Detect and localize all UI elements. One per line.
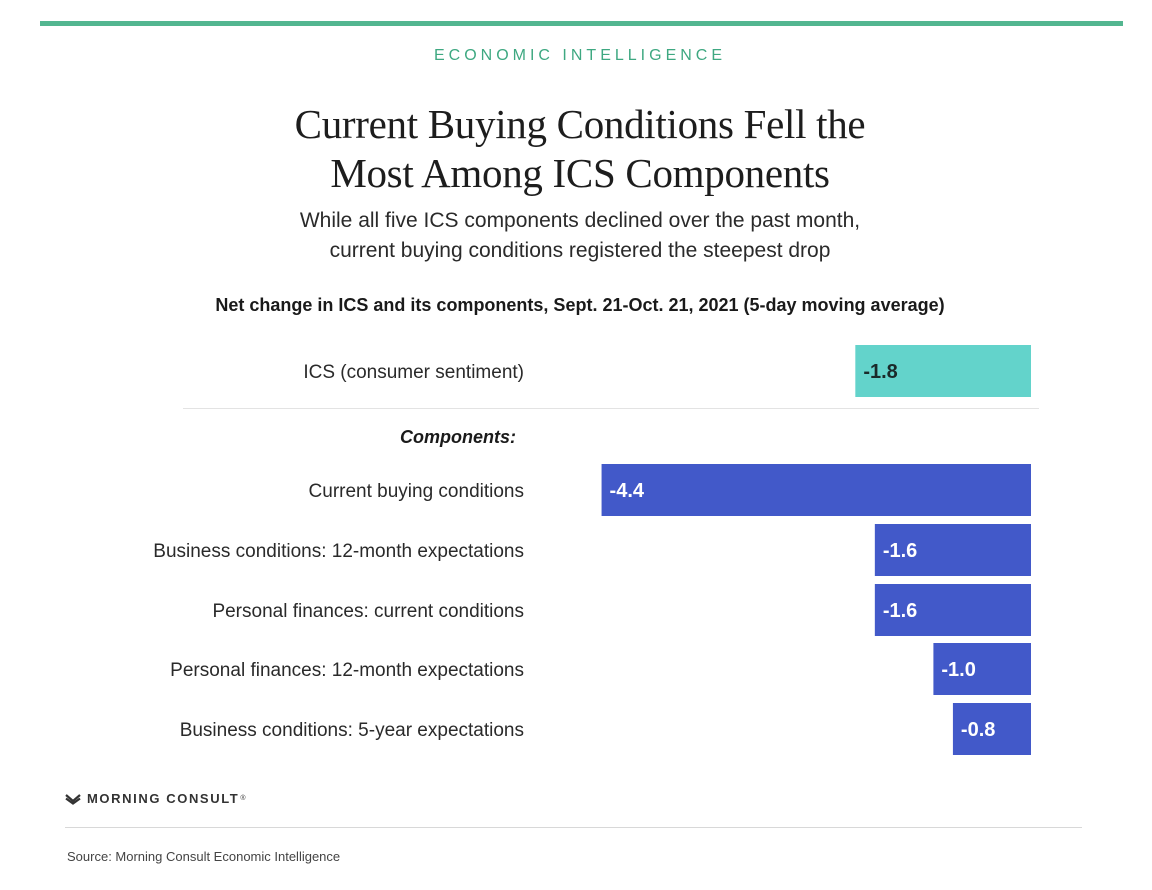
- logo-text: MORNING CONSULT: [87, 791, 240, 806]
- value-label-0: -1.8: [863, 361, 897, 383]
- bar-3: [874, 584, 1031, 636]
- bar-1: [601, 464, 1031, 516]
- chart-title-line-1: Current Buying Conditions Fell the: [294, 101, 866, 147]
- category-label-3: Personal finances: current conditions: [212, 601, 524, 622]
- section-kicker: ECONOMIC INTELLIGENCE: [433, 47, 727, 64]
- top-accent-rule: [40, 21, 1123, 26]
- bar-2: [874, 524, 1031, 576]
- category-label-4: Personal finances: 12-month expectations: [170, 660, 524, 681]
- chart-subtitle: While all five ICS components declined o…: [0, 206, 1152, 266]
- category-label-0: ICS (consumer sentiment): [303, 362, 524, 383]
- footer-rule: [65, 827, 1082, 828]
- category-label-5: Business conditions: 5-year expectations: [180, 720, 524, 741]
- source-note: Source: Morning Consult Economic Intelli…: [67, 849, 341, 864]
- chart-subtitle-line-1: While all five ICS components declined o…: [299, 209, 861, 232]
- chart-title-line-2: Most Among ICS Components: [330, 150, 830, 196]
- value-label-5: -0.8: [961, 719, 995, 741]
- category-label-2: Business conditions: 12-month expectatio…: [153, 541, 524, 562]
- bar-4: [933, 643, 1031, 695]
- logo-registered-mark: ®: [240, 795, 246, 802]
- category-label-1: Current buying conditions: [309, 481, 524, 502]
- morning-consult-logo: MORNING CONSULT ®: [65, 791, 245, 806]
- value-label-4: -1.0: [941, 659, 975, 681]
- value-label-2: -1.6: [883, 540, 917, 562]
- chart-heading: Net change in ICS and its components, Se…: [215, 295, 945, 315]
- value-label-1: -4.4: [610, 480, 645, 502]
- value-label-3: -1.6: [883, 600, 917, 622]
- components-group-label: Components:: [400, 427, 516, 447]
- chart-title: Current Buying Conditions Fell the Most …: [0, 100, 1152, 198]
- chart-subtitle-line-2: current buying conditions registered the…: [329, 239, 831, 262]
- bar-0: [855, 345, 1031, 397]
- morning-consult-mark-icon: [65, 793, 81, 805]
- bar-5: [952, 703, 1031, 755]
- ics-divider: [183, 408, 1039, 409]
